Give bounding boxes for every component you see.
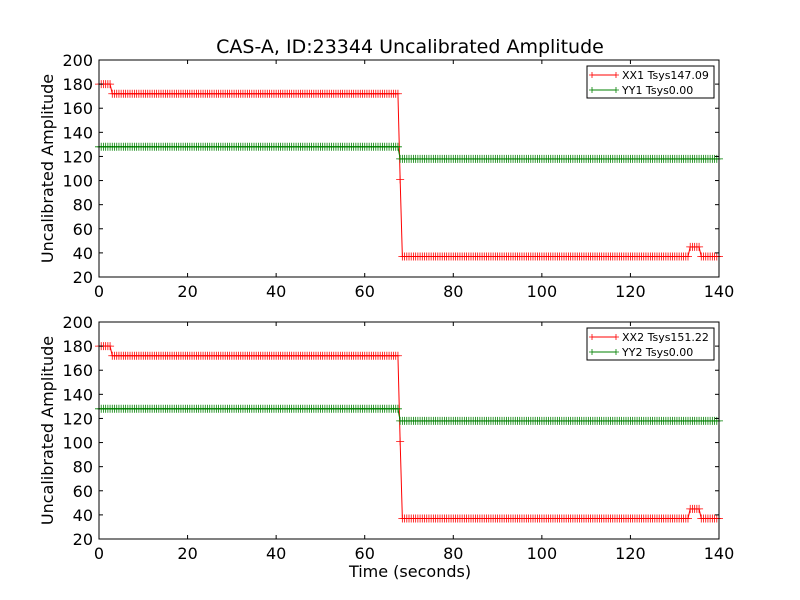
legend-marker	[589, 334, 595, 340]
y-tick-label: 160	[62, 361, 93, 380]
y-axis-label: Uncalibrated Amplitude	[38, 74, 57, 263]
data-point	[106, 80, 115, 89]
series-2	[95, 404, 723, 425]
axes-frame	[98, 321, 720, 540]
y-tick-label: 40	[73, 244, 93, 263]
legend-entry: XX1 Tsys147.09	[589, 69, 709, 82]
y-tick-label: 160	[62, 99, 93, 118]
series-1	[95, 342, 723, 523]
data-point	[393, 142, 402, 151]
data-point	[396, 175, 405, 184]
legend: XX2 Tsys151.22 YY2 Tsys0.00	[586, 327, 715, 361]
y-tick-label: 180	[62, 337, 93, 356]
y-tick-label: 200	[62, 51, 93, 70]
legend-marker	[589, 87, 595, 93]
y-axis-label: Uncalibrated Amplitude	[38, 336, 57, 525]
y-tick-label: 200	[62, 313, 93, 332]
x-tick-label: 80	[443, 282, 463, 301]
y-tick-label: 100	[62, 172, 93, 191]
y-tick-label: 120	[62, 147, 93, 166]
legend-box	[586, 327, 715, 361]
data-point	[396, 437, 405, 446]
y-tick-label: 40	[73, 506, 93, 525]
x-tick-label: 140	[704, 282, 735, 301]
y-tick-label: 140	[62, 123, 93, 142]
y-tick-label: 20	[73, 268, 93, 287]
legend-marker	[589, 349, 595, 355]
x-tick-label: 80	[443, 544, 463, 563]
x-tick-label: 20	[177, 282, 197, 301]
axes-frame	[98, 59, 720, 278]
data-point	[695, 504, 704, 513]
legend-entry: YY2 Tsys0.00	[589, 346, 693, 359]
y-tick-label: 60	[73, 220, 93, 239]
legend-entry: XX2 Tsys151.22	[589, 331, 709, 344]
data-point	[393, 89, 402, 98]
legend-marker	[613, 334, 619, 340]
legend-label: XX1 Tsys147.09	[622, 69, 709, 82]
x-tick-label: 40	[266, 544, 286, 563]
data-point	[684, 514, 692, 523]
subplot-1: 0 20 40 60 80 100 120 1402040608010012014016018…	[38, 51, 734, 301]
y-tick-label: 120	[62, 409, 93, 428]
data-point	[393, 351, 402, 360]
figure-title: CAS-A, ID:23344 Uncalibrated Amplitude	[216, 36, 604, 58]
x-tick-label: 100	[527, 544, 558, 563]
legend-marker	[589, 72, 595, 78]
x-tick-label: 120	[615, 282, 646, 301]
data-point	[393, 404, 402, 413]
legend-marker	[613, 72, 619, 78]
series-2	[95, 142, 723, 163]
x-tick-label: 0	[94, 282, 104, 301]
x-tick-label: 60	[355, 282, 375, 301]
legend-marker	[613, 87, 619, 93]
x-tick-label: 140	[704, 544, 735, 563]
y-tick-label: 80	[73, 458, 93, 477]
legend-box	[586, 65, 715, 99]
y-tick-label: 80	[73, 196, 93, 215]
legend-label: XX2 Tsys151.22	[622, 331, 709, 344]
x-axis-label: Time (seconds)	[348, 562, 471, 581]
subplots: 0 20 40 60 80 100 120 1402040608010012014016018…	[38, 51, 734, 563]
x-tick-label: 60	[355, 544, 375, 563]
y-tick-label: 180	[62, 75, 93, 94]
legend-label: YY1 Tsys0.00	[621, 84, 693, 97]
x-tick-label: 120	[615, 544, 646, 563]
legend: XX1 Tsys147.09 YY1 Tsys0.00	[586, 65, 715, 99]
y-tick-label: 140	[62, 385, 93, 404]
data-point	[684, 252, 692, 261]
x-tick-label: 100	[527, 282, 558, 301]
subplot-2: 0 20 40 60 80 100 120 1402040608010012014016018…	[38, 313, 734, 563]
x-tick-label: 0	[94, 544, 104, 563]
data-point	[695, 242, 704, 251]
y-tick-label: 20	[73, 530, 93, 549]
legend-label: YY2 Tsys0.00	[621, 346, 693, 359]
y-tick-label: 100	[62, 434, 93, 453]
x-tick-label: 40	[266, 282, 286, 301]
data-point	[106, 342, 115, 351]
series-1	[95, 80, 723, 261]
y-tick-label: 60	[73, 482, 93, 501]
legend-marker	[613, 349, 619, 355]
x-tick-label: 20	[177, 544, 197, 563]
legend-entry: YY1 Tsys0.00	[589, 84, 693, 97]
